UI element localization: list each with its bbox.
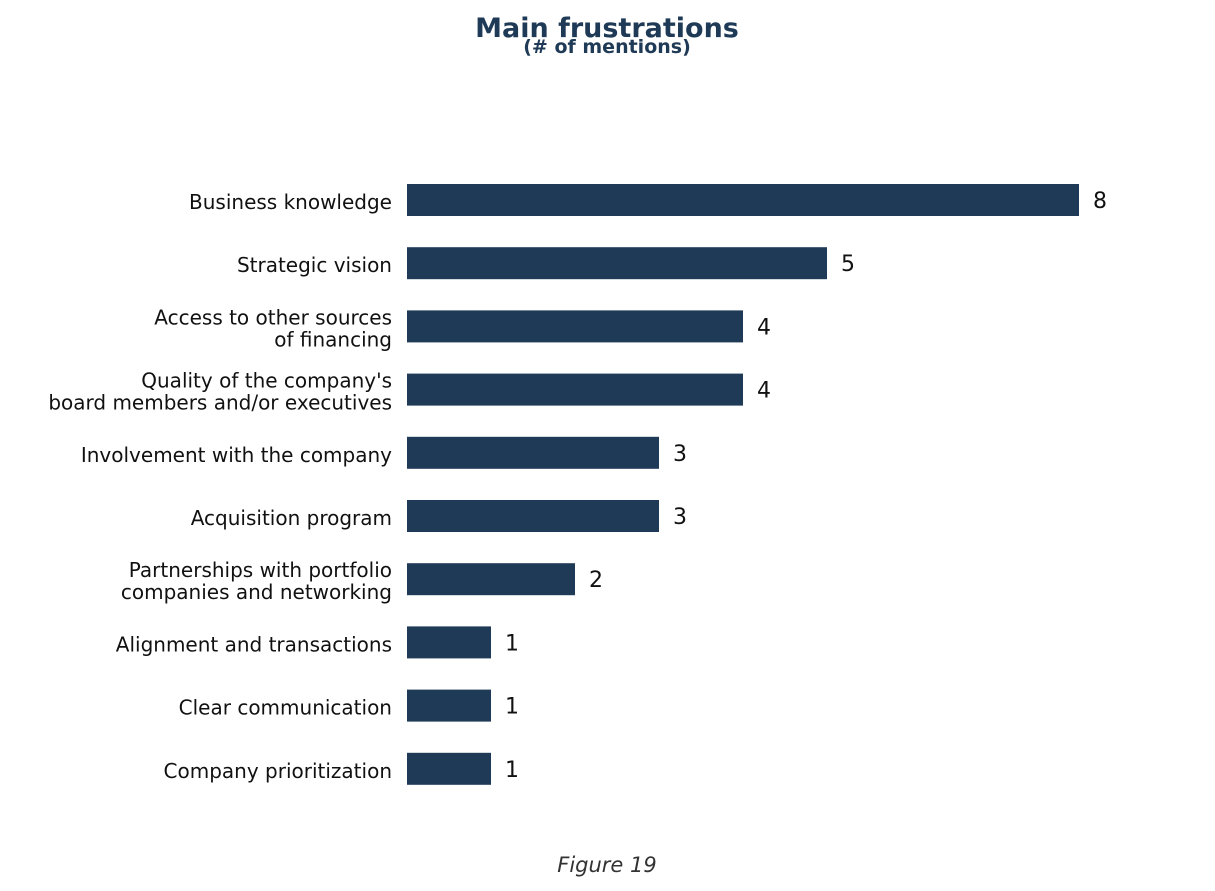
value-label: 1 — [505, 758, 519, 783]
category-label-line: board members and/or executives — [48, 391, 392, 415]
category-label-line: Company prioritization — [164, 759, 392, 783]
value-label: 4 — [757, 379, 771, 404]
category-label-line: companies and networking — [121, 580, 392, 604]
category-label-line: Alignment and transactions — [116, 632, 392, 656]
category-label: Alignment and transactions — [116, 632, 392, 656]
category-label-line: Business knowledge — [189, 190, 392, 214]
category-label-line: Involvement with the company — [81, 443, 392, 467]
category-label: Quality of the company's board members an… — [48, 369, 392, 415]
bar — [407, 436, 659, 469]
category-label: Business knowledge — [189, 190, 392, 214]
value-label: 8 — [1093, 189, 1107, 214]
category-label-line: Partnerships with portfolio — [129, 558, 392, 582]
value-label: 3 — [673, 505, 687, 530]
category-label-line: Access to other sources — [154, 305, 392, 329]
bar — [407, 247, 827, 280]
category-label: Partnerships with portfolio companies and… — [121, 558, 392, 604]
chart-subtitle: (# of mentions) — [523, 36, 691, 58]
value-label: 2 — [589, 568, 603, 593]
value-label: 1 — [505, 631, 519, 656]
figure-caption: Figure 19 — [557, 853, 657, 877]
bar — [407, 310, 743, 343]
bar — [407, 752, 491, 785]
chart-title: Main frustrations — [475, 13, 739, 44]
bar — [407, 500, 659, 532]
bar — [407, 373, 743, 406]
bars-group: 8 Business knowledge 5 Strategic vision 4 Acc… — [48, 184, 1107, 785]
category-label: Clear communication — [179, 696, 392, 720]
category-label: Involvement with the company — [81, 443, 392, 467]
bar — [407, 689, 491, 722]
category-label-line: Clear communication — [179, 696, 392, 720]
value-label: 4 — [757, 315, 771, 340]
category-label-line: Acquisition program — [191, 506, 392, 530]
value-label: 3 — [673, 442, 687, 467]
category-label: Access to other sources of financing — [154, 305, 392, 351]
category-label-line: Strategic vision — [237, 253, 392, 277]
category-label: Strategic vision — [237, 253, 392, 277]
category-label-line: of financing — [274, 327, 392, 351]
value-label: 5 — [841, 252, 855, 277]
bar — [407, 184, 1079, 216]
bar — [407, 563, 575, 596]
category-label: Company prioritization — [164, 759, 392, 783]
category-label: Acquisition program — [191, 506, 392, 530]
bar — [407, 626, 491, 659]
category-label-line: Quality of the company's — [141, 369, 392, 393]
value-label: 1 — [505, 695, 519, 720]
